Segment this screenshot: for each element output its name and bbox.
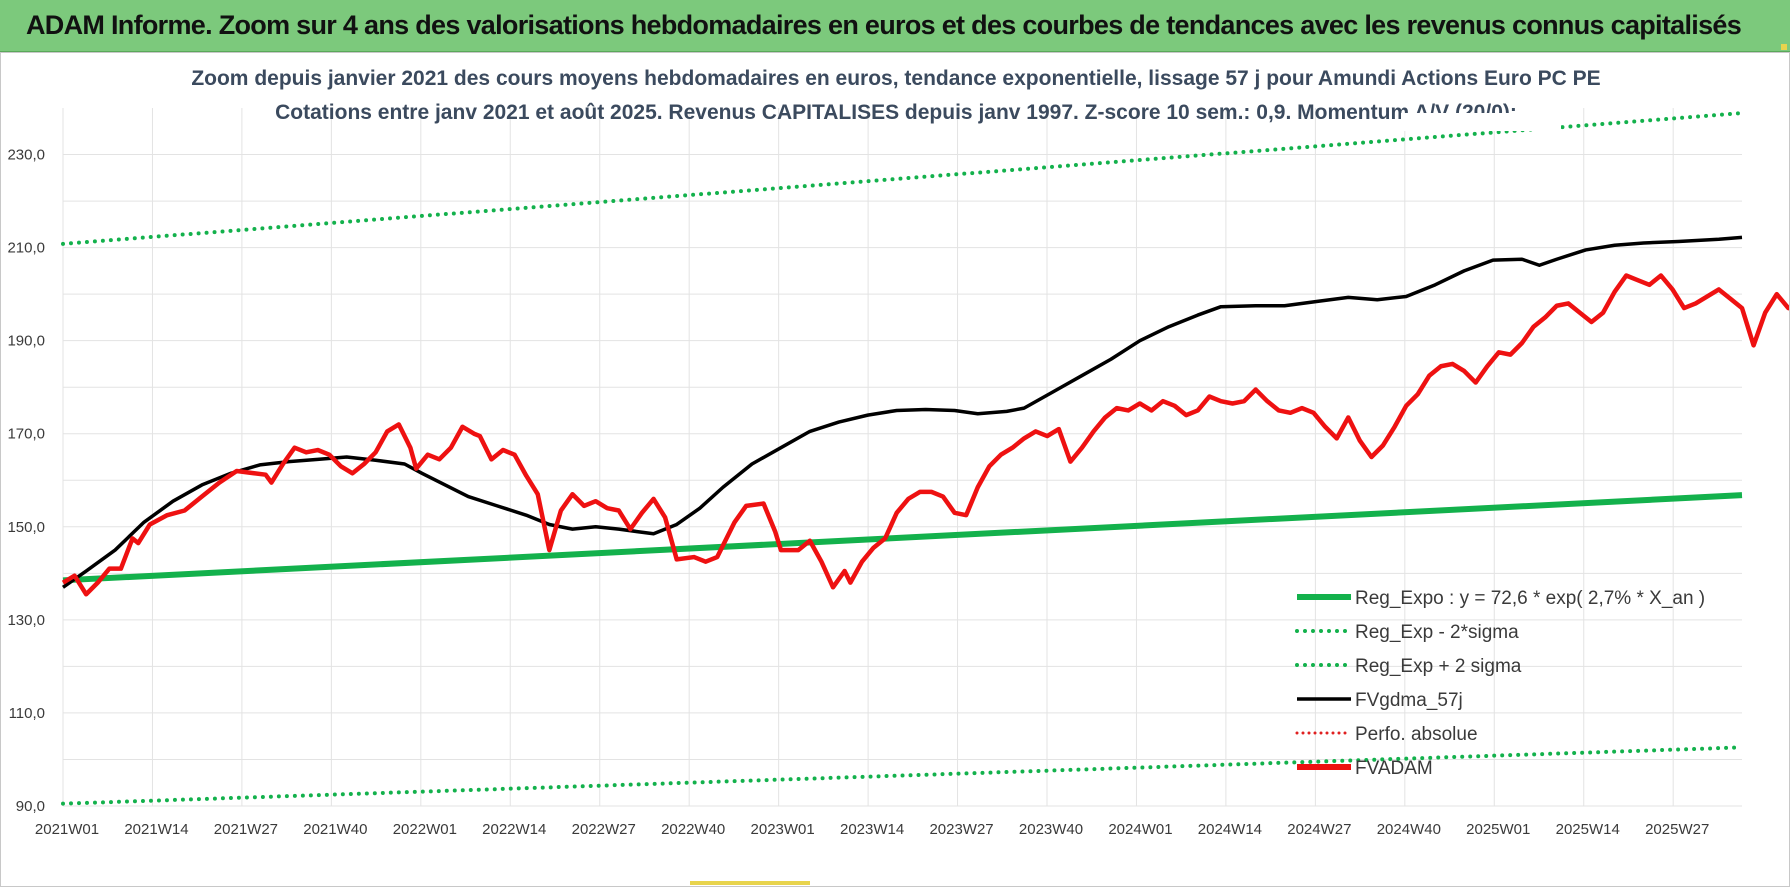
series-reg-exp-plus-2sigma-line — [61, 111, 1744, 246]
y-tick-label: 170,0 — [7, 426, 45, 443]
legend-label: Reg_Expo : y = 72,6 * exp( 2,7% * X_an ) — [1355, 588, 1705, 609]
chart-subtitle-line: Cotations entre janv 2021 et août 2025. … — [275, 101, 1517, 124]
series-reg-expo-line — [62, 492, 1743, 584]
legend-label: FVADAM — [1355, 758, 1433, 779]
y-tick-label: 210,0 — [7, 240, 45, 257]
x-tick-label: 2023W27 — [929, 821, 993, 838]
x-tick-label: 2021W01 — [35, 821, 99, 838]
y-tick-label: 90,0 — [16, 798, 45, 815]
title-banner: ADAM Informe. Zoom sur 4 ans des valoris… — [0, 0, 1790, 52]
legend-label: Reg_Exp + 2 sigma — [1355, 656, 1522, 677]
y-tick-label: 150,0 — [7, 519, 45, 536]
legend-label: Perfo. absolue — [1355, 724, 1478, 745]
x-tick-label: 2021W40 — [303, 821, 367, 838]
x-tick-label: 2022W27 — [572, 821, 636, 838]
x-tick-label: 2022W01 — [393, 821, 457, 838]
chart-subtitle-line: Zoom depuis janvier 2021 des cours moyen… — [191, 67, 1600, 90]
x-tick-label: 2022W14 — [482, 821, 546, 838]
x-tick-label: 2021W27 — [214, 821, 278, 838]
x-tick-label: 2023W14 — [840, 821, 904, 838]
y-tick-label: 190,0 — [7, 333, 45, 350]
series-reg-exp-minus-2sigma-line — [61, 745, 1744, 806]
x-tick-label: 2025W14 — [1556, 821, 1620, 838]
x-tick-label: 2024W14 — [1198, 821, 1262, 838]
resize-handle-bottom[interactable] — [690, 881, 810, 885]
legend-label: Reg_Exp - 2*sigma — [1355, 622, 1519, 643]
chart-frame: 90,0 110,0 130,0 150,0 170,0 190,0 210,0 230,0 2… — [0, 52, 1790, 887]
resize-handle-right[interactable] — [1781, 44, 1787, 50]
x-tick-label: 2023W01 — [751, 821, 815, 838]
x-tick-label: 2024W01 — [1108, 821, 1172, 838]
subtitle-backdrop — [1401, 113, 1561, 131]
x-tick-label: 2021W14 — [124, 821, 188, 838]
legend-label: FVgdma_57j — [1355, 690, 1463, 711]
x-tick-label: 2023W40 — [1019, 821, 1083, 838]
x-tick-label: 2025W01 — [1466, 821, 1530, 838]
series-fvgdma-57j-line — [61, 235, 1743, 589]
x-tick-label: 2024W27 — [1287, 821, 1351, 838]
x-tick-label: 2024W40 — [1377, 821, 1441, 838]
x-tick-label: 2025W27 — [1645, 821, 1709, 838]
series-fvadam-line — [61, 273, 1789, 597]
y-tick-label: 130,0 — [7, 612, 45, 629]
y-tick-label: 110,0 — [9, 705, 45, 722]
x-tick-label: 2022W40 — [661, 821, 725, 838]
banner-title: ADAM Informe. Zoom sur 4 ans des valoris… — [26, 10, 1742, 40]
line-chart: 90,0 110,0 130,0 150,0 170,0 190,0 210,0 230,0 2… — [7, 67, 1789, 838]
y-tick-label: 230,0 — [7, 147, 45, 164]
